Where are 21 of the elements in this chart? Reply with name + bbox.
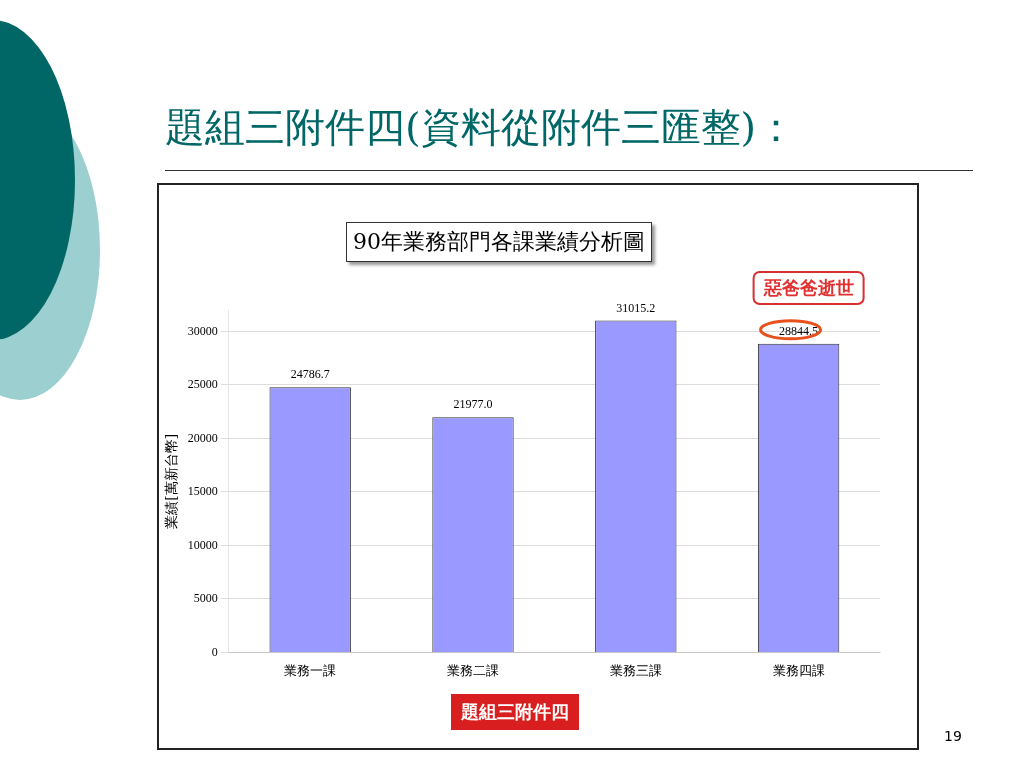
text: 題組三附件四 [451,694,579,730]
data-label: 24786.7 [290,367,330,382]
annotation: 惡爸爸逝世 [762,276,854,298]
x-tick-label: 業務二課 [447,662,499,678]
y-tick-label: 10000 [187,537,218,552]
x-tick-label: 業務三課 [609,662,662,678]
y-axis-title: 業績[萬新台幣] [163,433,180,529]
x-tick-label: 業務四課 [772,662,825,678]
y-tick-label: 0 [211,644,218,659]
data-label: 21977.0 [453,397,493,412]
y-tick-label: 20000 [187,430,218,445]
text: 19 [944,728,962,744]
x-tick-label: 業務一課 [284,662,337,678]
data-label: 31015.2 [616,300,656,315]
chart-title: 題組三附件四(資料從附件三匯整)： [165,103,797,152]
y-tick-label: 5000 [193,591,218,606]
chart-subtitle: 90年業務部門各課業績分析圖 [346,222,652,262]
data-label: 28844.5 [779,323,819,338]
y-tick-label: 15000 [187,484,218,499]
y-tick-label: 30000 [187,323,218,338]
y-tick-label: 25000 [187,377,218,392]
